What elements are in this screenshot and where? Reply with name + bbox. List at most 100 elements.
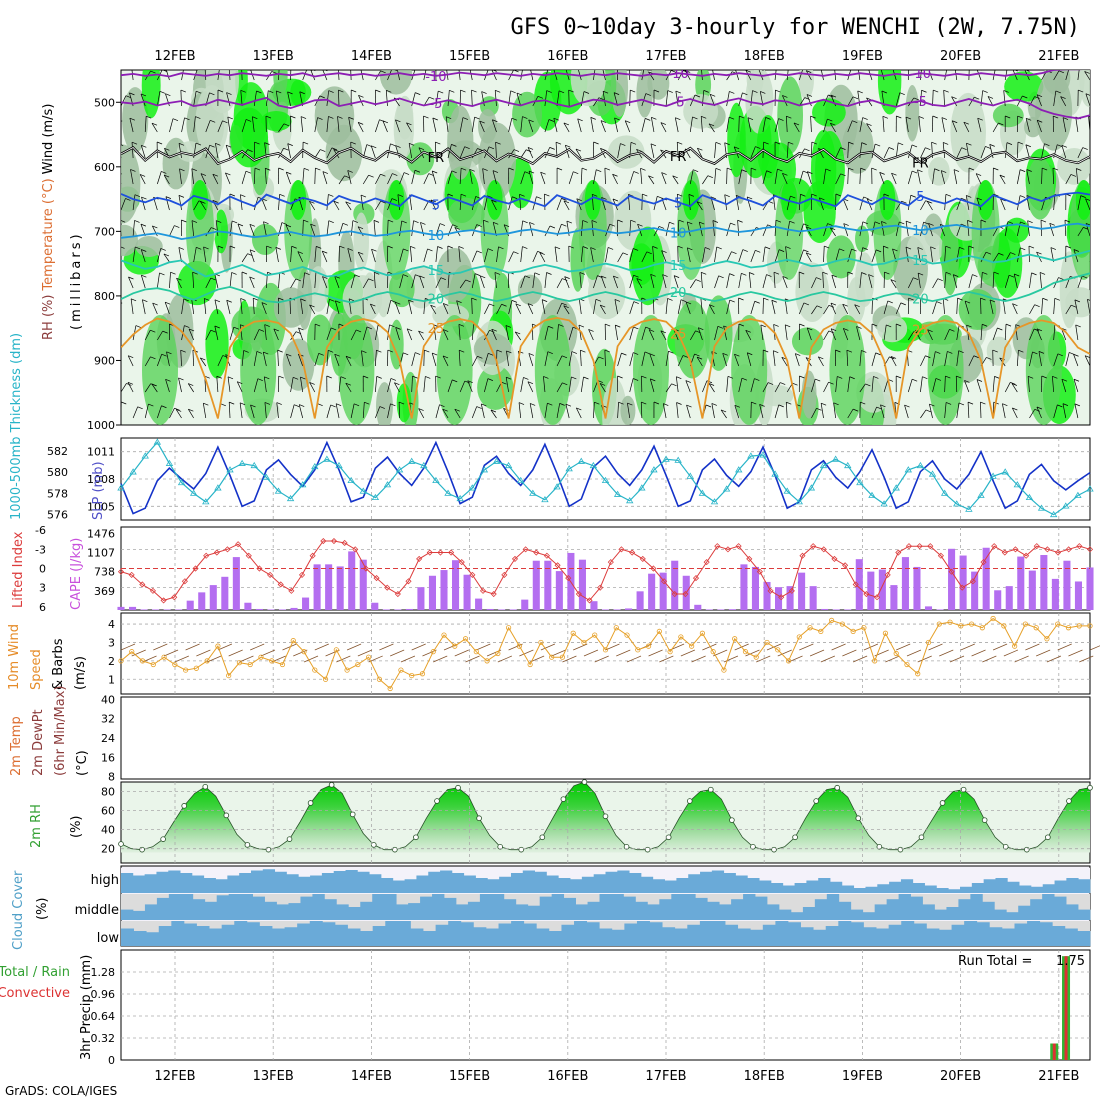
wind-barb-flag xyxy=(759,404,765,407)
wind-barb-flag xyxy=(675,117,681,121)
wind-barb-flag xyxy=(249,249,256,253)
wind-barb xyxy=(467,380,473,393)
wind-barb xyxy=(370,145,376,159)
rh-shade-blob xyxy=(338,315,375,425)
wind-barb xyxy=(214,273,219,289)
cloud-cover-bar xyxy=(180,873,193,893)
wind-barb-flag xyxy=(685,301,692,305)
wind-barb xyxy=(241,253,248,263)
wind-barb-flag xyxy=(358,94,364,98)
wind-barb xyxy=(847,408,854,419)
cloud-cover-bar xyxy=(180,894,194,920)
li-marker xyxy=(117,568,125,575)
wind-barb xyxy=(192,272,195,289)
li-marker xyxy=(554,562,561,569)
wind-barb-flag xyxy=(547,351,553,355)
surface-wind-barb xyxy=(917,655,932,663)
wind-barb xyxy=(263,221,267,237)
wind-barb-flag xyxy=(464,146,470,149)
cloud-cover-bar xyxy=(818,878,831,893)
wind-barb-flag xyxy=(330,404,336,408)
precip-tick: 0.96 xyxy=(91,988,116,1001)
wind-barb xyxy=(564,276,570,289)
cloud-cover-bar xyxy=(491,894,505,920)
wind-barb xyxy=(273,328,279,341)
wind-barb-flag xyxy=(482,168,488,171)
wind-barb-flag xyxy=(1073,378,1080,382)
cloud-cover-bar xyxy=(688,874,701,893)
wind-barb xyxy=(287,91,291,107)
cape-bar xyxy=(1017,556,1025,610)
lifted-index-series xyxy=(117,537,1094,604)
li-tick: 0 xyxy=(39,563,46,576)
wind-barb xyxy=(508,251,514,263)
wind-barb xyxy=(956,298,958,315)
wind-barb-flag xyxy=(667,298,673,301)
temp-contour-line xyxy=(121,222,1090,241)
wind-barb-flag xyxy=(172,118,179,121)
surface-wind-barb xyxy=(863,643,879,651)
wind-barb-flag xyxy=(180,89,186,93)
wind-barb-flag xyxy=(1088,116,1090,118)
wind-barb xyxy=(1085,93,1090,107)
wind-barb-flag xyxy=(436,64,441,66)
wind-barb-flag xyxy=(285,224,292,228)
wind-barb-flag xyxy=(492,119,498,123)
wind-barb xyxy=(200,173,207,185)
wind-barb xyxy=(774,169,778,185)
wind-barb xyxy=(239,324,243,341)
wind-barb-flag xyxy=(220,403,226,407)
wind-barb-flag xyxy=(734,146,740,150)
wind-barb-flag xyxy=(380,70,386,74)
wind-barb-flag xyxy=(225,172,231,176)
wind-barb xyxy=(333,200,340,211)
wind-barb xyxy=(350,329,357,341)
wind-barb-flag xyxy=(876,406,882,410)
wind-barb-flag xyxy=(718,275,724,279)
wind-barb-flag xyxy=(506,376,512,380)
surface-wind-barb xyxy=(756,655,771,663)
wind-barb xyxy=(334,354,340,367)
li-marker xyxy=(639,555,646,562)
wind-barb xyxy=(484,248,489,263)
li-marker xyxy=(341,539,348,547)
wind-barb xyxy=(130,169,134,185)
wind-barb-flag xyxy=(760,324,766,328)
wind-barb-flag xyxy=(162,330,168,334)
wind-barb-flag xyxy=(302,141,309,145)
cloud-cover-bar xyxy=(888,924,902,946)
wind-barb-flag xyxy=(976,197,982,201)
rh-shade-blob xyxy=(1075,180,1090,220)
wind-barb-flag xyxy=(763,141,769,145)
wind-barb xyxy=(275,247,279,263)
wind-barb xyxy=(762,246,766,263)
wind-barb xyxy=(193,247,197,263)
wind-speed-marker xyxy=(915,671,921,677)
wind-barb-flag xyxy=(427,248,433,252)
wind-barb-flag xyxy=(460,89,466,93)
wind-barb-flag xyxy=(534,272,540,276)
temp-contour-label: 5 xyxy=(432,198,440,213)
rh-marker xyxy=(623,843,630,850)
wind-barb xyxy=(952,274,958,289)
wind-barb xyxy=(578,70,582,81)
wind-barb-flag xyxy=(640,168,646,171)
wind-barb xyxy=(128,276,134,289)
cape-bar xyxy=(901,557,909,610)
cloud-cover-bar xyxy=(444,897,457,920)
wind-speed-marker xyxy=(387,685,393,692)
cloud-cover-bar xyxy=(970,894,983,920)
cloud-cover-bar xyxy=(587,901,600,920)
wind-barb-flag xyxy=(1000,198,1006,202)
wind-barb-flag xyxy=(174,225,180,228)
wind-barb xyxy=(204,70,207,81)
wind-barb xyxy=(423,376,426,393)
wind-barb-flag xyxy=(240,298,246,301)
wind-barb-flag xyxy=(778,118,784,121)
pressure-tick: 700 xyxy=(94,225,115,238)
rh-shade-blob xyxy=(928,156,950,186)
wind-barb xyxy=(494,90,497,107)
wind-barb xyxy=(956,350,960,367)
li-marker xyxy=(330,537,338,545)
